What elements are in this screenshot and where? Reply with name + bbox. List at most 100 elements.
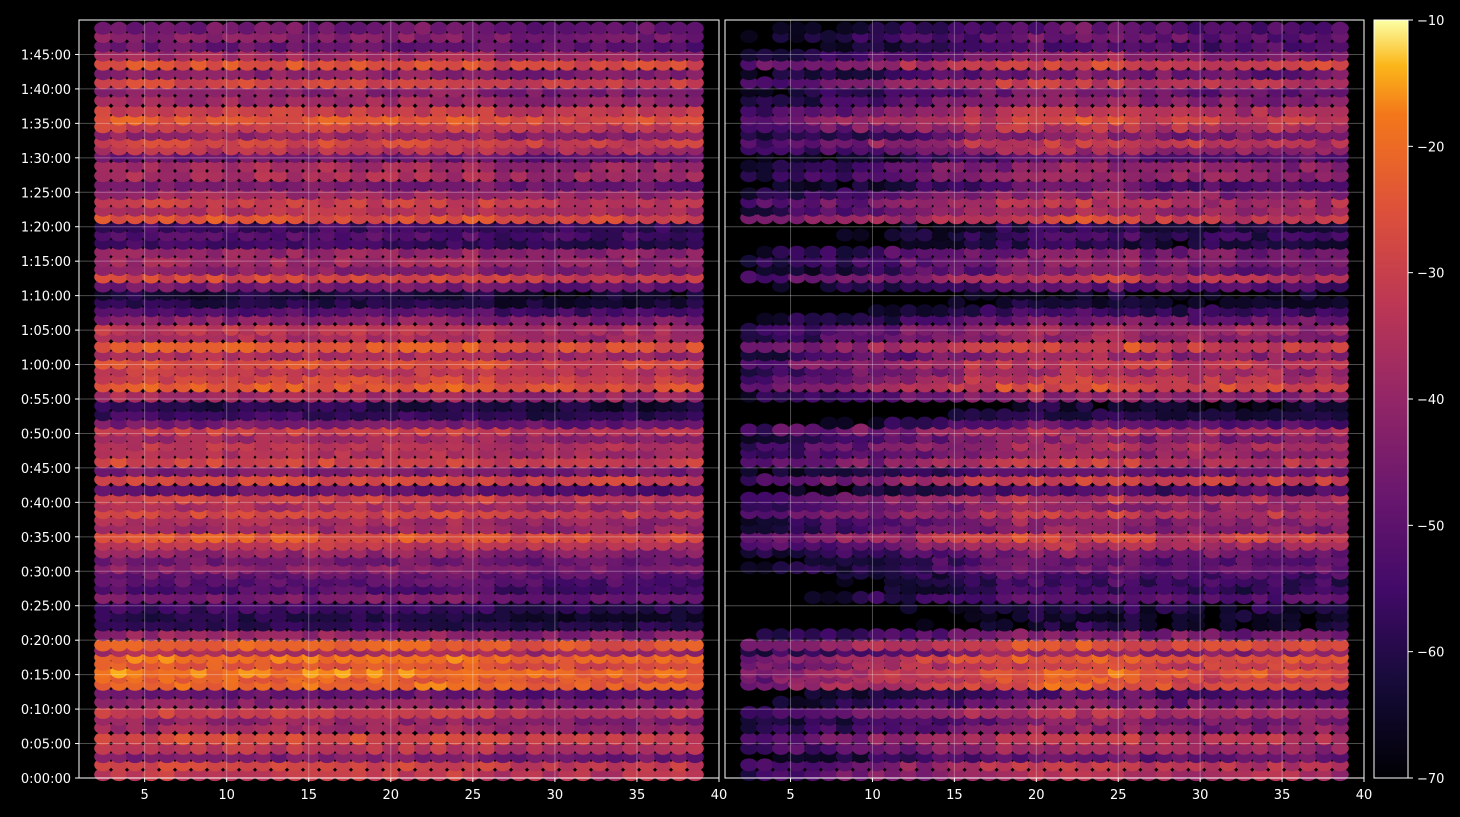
heatmap-cell [606, 732, 624, 746]
heatmap-cell [350, 618, 368, 632]
heatmap-cell [446, 741, 464, 755]
heatmap-cell [590, 483, 608, 497]
heatmap-cell [158, 601, 176, 615]
heatmap-cell [382, 591, 400, 604]
heatmap-cell [94, 638, 112, 652]
heatmap-cell [366, 628, 384, 642]
heatmap-cell [590, 473, 608, 487]
heatmap-cell [206, 638, 224, 652]
heatmap-cell [430, 21, 448, 35]
heatmap-cell [302, 530, 320, 544]
heatmap-cell [222, 591, 240, 604]
heatmap-cell [574, 686, 592, 700]
heatmap-cell [94, 601, 112, 615]
heatmap-cell [638, 530, 656, 544]
heatmap-cell [142, 601, 160, 615]
heatmap-cell [638, 601, 656, 615]
heatmap-cell [142, 530, 160, 544]
heatmap-cell [190, 483, 208, 497]
heatmap-cell [510, 21, 528, 35]
heatmap-cell [206, 686, 224, 700]
heatmap-cell [654, 628, 672, 642]
heatmap-cell [318, 638, 336, 652]
heatmap-cell [414, 21, 432, 35]
heatmap-cell [414, 483, 432, 497]
heatmap-cell [430, 530, 448, 544]
heatmap-cell [334, 483, 352, 497]
heatmap-cell [622, 695, 640, 709]
heatmap-cell [558, 706, 576, 719]
heatmap-cell [606, 601, 624, 615]
heatmap-cell [158, 455, 176, 469]
heatmap-cell [238, 706, 256, 719]
heatmap-cell [222, 473, 240, 487]
heatmap-cell [366, 455, 384, 469]
heatmap-cell [414, 686, 432, 700]
heatmap-cell [238, 732, 256, 746]
heatmap-cell [590, 618, 608, 632]
heatmap-cell [478, 473, 496, 487]
heatmap-cell [366, 618, 384, 632]
heatmap-cell [286, 483, 304, 497]
heatmap-cell [772, 628, 790, 642]
heatmap-cell [622, 473, 640, 487]
heatmap-cell [238, 695, 256, 709]
heatmap-cell [883, 416, 902, 430]
heatmap-cell [366, 464, 384, 478]
heatmap-cell [334, 638, 352, 652]
heatmap-cell [334, 455, 352, 469]
heatmap-cell [158, 628, 176, 642]
heatmap-cell [302, 464, 320, 478]
heatmap-cell [190, 686, 208, 700]
heatmap-cell [670, 464, 688, 478]
heatmap-cell [158, 638, 176, 652]
heatmap-cell [772, 423, 790, 437]
heatmap-cell [558, 741, 576, 755]
heatmap-cell [238, 464, 256, 478]
heatmap-cell [174, 638, 192, 652]
heatmap-cell [494, 638, 512, 652]
heatmap-cell [686, 473, 704, 487]
heatmap-cell [606, 686, 624, 700]
heatmap-cell [462, 706, 480, 719]
heatmap-cell [494, 455, 512, 469]
heatmap-cell [510, 628, 528, 642]
heatmap-cell [254, 464, 272, 478]
heatmap-cell [254, 21, 272, 35]
heatmap-cell [883, 628, 902, 642]
heatmap-cell [654, 618, 672, 632]
heatmap-cell [478, 732, 496, 746]
heatmap-cell [318, 591, 336, 604]
heatmap-cell [190, 706, 208, 719]
heatmap-cell [350, 21, 368, 35]
heatmap-cell [510, 638, 528, 652]
heatmap-cell [126, 464, 144, 478]
heatmap-cell [110, 473, 128, 487]
heatmap-cell [622, 706, 640, 719]
heatmap-cell [446, 473, 464, 487]
heatmap-cell [526, 686, 544, 700]
heatmap-cell [142, 686, 160, 700]
heatmap-cell [510, 464, 528, 478]
heatmap-cell [638, 473, 656, 487]
heatmap-cell [302, 706, 320, 719]
heatmap-cell [915, 618, 934, 632]
heatmap-cell [382, 732, 400, 746]
heatmap-cell [206, 618, 224, 632]
heatmap-cell [174, 591, 192, 604]
heatmap-cell [526, 695, 544, 709]
heatmap-cell [899, 416, 918, 430]
heatmap-cell [94, 706, 112, 719]
heatmap-cell [222, 732, 240, 746]
heatmap-cell [756, 561, 774, 575]
heatmap-cell [510, 732, 528, 746]
heatmap-cell [222, 483, 240, 497]
heatmap-cell [270, 741, 288, 755]
heatmap-cell [574, 695, 592, 709]
heatmap-cell [654, 21, 672, 35]
heatmap-cell [190, 21, 208, 35]
heatmap-cell [852, 628, 870, 642]
heatmap-cell [174, 695, 192, 709]
heatmap-cell [686, 686, 704, 700]
heatmap-cell [254, 638, 272, 652]
